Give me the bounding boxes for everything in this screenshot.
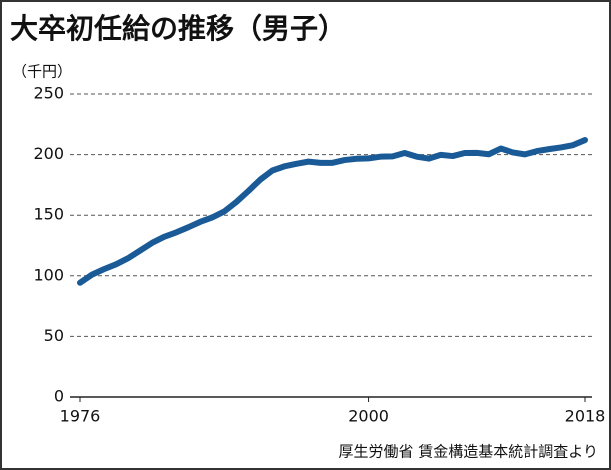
data-line — [77, 137, 588, 286]
x-tick-label: 2000 — [348, 407, 389, 426]
y-tick-label: 250 — [33, 84, 64, 103]
y-tick-label: 100 — [33, 265, 64, 284]
y-tick-label: 150 — [33, 205, 64, 224]
y-tick-label: 0 — [54, 387, 64, 406]
source: 厚生労働省 賃金構造基本統計調査より — [339, 443, 598, 461]
y-axis-label: （千円） — [12, 63, 72, 81]
x-tick-label: 2018 — [565, 407, 606, 426]
x-tick-label: 1976 — [60, 407, 101, 426]
y-tick-label: 50 — [44, 326, 64, 345]
chart-title: 大卒初任給の推移（男子） — [10, 12, 346, 45]
y-tick-label: 200 — [33, 144, 64, 163]
